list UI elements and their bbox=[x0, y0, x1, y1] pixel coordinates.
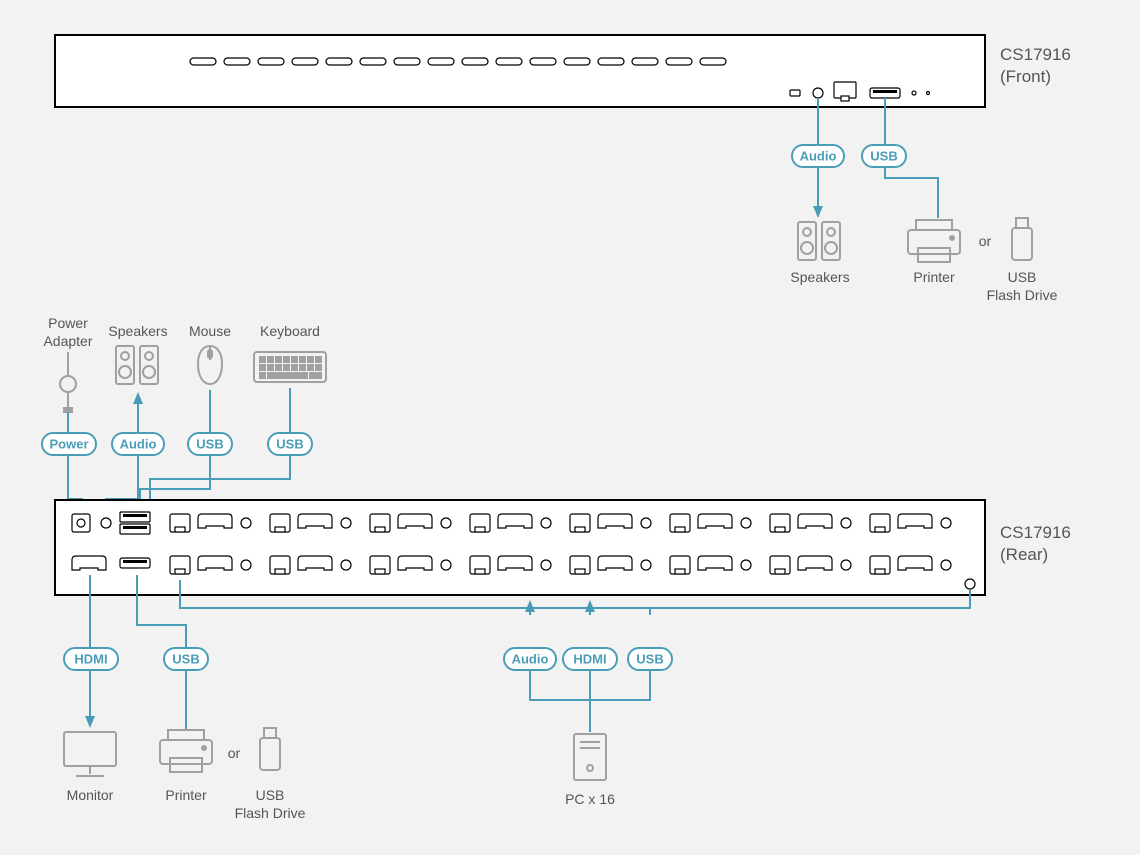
svg-text:Audio: Audio bbox=[512, 651, 549, 666]
flash-rear-label-2: Flash Drive bbox=[235, 805, 306, 821]
svg-text:HDMI: HDMI bbox=[74, 651, 107, 666]
flash-front-icon bbox=[1012, 218, 1032, 260]
rear-panel-label-2: (Rear) bbox=[1000, 545, 1048, 564]
rear-panel bbox=[55, 500, 985, 595]
or-rear-label: or bbox=[228, 745, 241, 761]
or-front-label: or bbox=[979, 233, 992, 249]
svg-text:USB: USB bbox=[276, 436, 303, 451]
conn-audio-rear bbox=[106, 400, 138, 516]
pill-front-usb: USB bbox=[862, 145, 906, 167]
printer-front-icon bbox=[908, 220, 960, 262]
mouse-icon bbox=[198, 346, 222, 384]
keyboard-label: Keyboard bbox=[260, 323, 320, 339]
front-panel-label-2: (Front) bbox=[1000, 67, 1051, 86]
monitor-label: Monitor bbox=[67, 787, 114, 803]
pc-label: PC x 16 bbox=[565, 791, 615, 807]
printer-front-label: Printer bbox=[913, 269, 955, 285]
svg-text:USB: USB bbox=[636, 651, 663, 666]
pill-hdmi-out: HDMI bbox=[64, 648, 118, 670]
pc-icon bbox=[574, 734, 606, 780]
flash-front-label-2: Flash Drive bbox=[987, 287, 1058, 303]
svg-text:Power: Power bbox=[49, 436, 88, 451]
pill-usb-kb: USB bbox=[268, 433, 312, 455]
rear-panel-label-1: CS17916 bbox=[1000, 523, 1071, 542]
front-panel-label-1: CS17916 bbox=[1000, 45, 1071, 64]
pill-pc-usb: USB bbox=[628, 648, 672, 670]
flash-rear-icon bbox=[260, 728, 280, 770]
svg-text:USB: USB bbox=[172, 651, 199, 666]
speakers-front-icon bbox=[798, 222, 840, 260]
svg-text:HDMI: HDMI bbox=[573, 651, 606, 666]
flash-front-label-1: USB bbox=[1008, 269, 1037, 285]
svg-text:USB: USB bbox=[196, 436, 223, 451]
keyboard-icon bbox=[254, 352, 326, 382]
front-panel bbox=[55, 35, 985, 107]
svg-text:Audio: Audio bbox=[800, 148, 837, 163]
mouse-label: Mouse bbox=[189, 323, 231, 339]
pill-usb-hub: USB bbox=[164, 648, 208, 670]
speakers-rear-label: Speakers bbox=[108, 323, 167, 339]
printer-rear-icon bbox=[160, 730, 212, 772]
power-adapter-label-1: Power bbox=[48, 315, 88, 331]
power-adapter-label-2: Adapter bbox=[43, 333, 92, 349]
power-adapter-icon bbox=[60, 352, 76, 412]
pill-power: Power bbox=[42, 433, 96, 455]
pill-pc-hdmi: HDMI bbox=[563, 648, 617, 670]
svg-text:USB: USB bbox=[870, 148, 897, 163]
speakers-front-label: Speakers bbox=[790, 269, 849, 285]
pill-pc-audio: Audio bbox=[504, 648, 556, 670]
flash-rear-label-1: USB bbox=[256, 787, 285, 803]
printer-rear-label: Printer bbox=[165, 787, 207, 803]
pill-front-audio: Audio bbox=[792, 145, 844, 167]
pill-usb-mouse: USB bbox=[188, 433, 232, 455]
pill-audio-rear: Audio bbox=[112, 433, 164, 455]
speakers-rear-icon bbox=[116, 346, 158, 384]
monitor-icon bbox=[64, 732, 116, 776]
svg-text:Audio: Audio bbox=[120, 436, 157, 451]
